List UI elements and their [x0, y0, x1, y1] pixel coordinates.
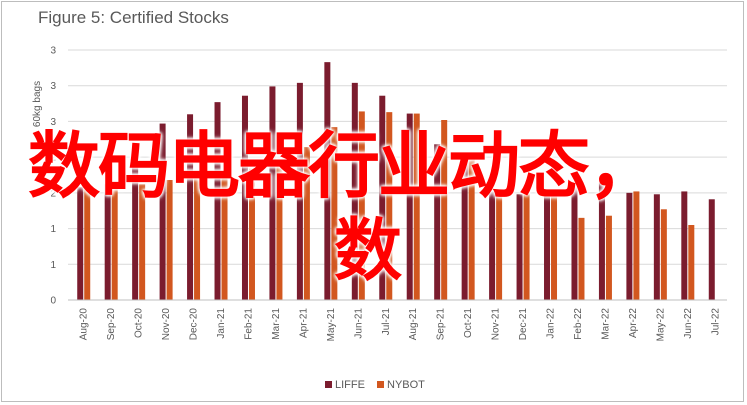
x-tick-label: Mar-22	[600, 308, 611, 340]
bar-nybot-jun-21	[358, 111, 365, 300]
x-tick-label: Jan-21	[216, 308, 227, 339]
x-tick-label: Mar-21	[271, 308, 282, 340]
x-tick-label: Apr-21	[298, 308, 309, 338]
y-tick-label: 2	[50, 188, 56, 199]
x-tick-label: May-21	[326, 308, 337, 342]
x-tick-label: Aug-21	[408, 308, 419, 341]
bar-nybot-oct-21	[468, 157, 475, 300]
x-tick-label: Oct-21	[463, 308, 474, 338]
y-tick-label: 3	[50, 46, 56, 57]
x-tick-label: Jul-22	[710, 308, 721, 336]
x-tick-label: Dec-21	[518, 308, 529, 341]
bar-liffe-apr-21	[296, 82, 303, 300]
bar-liffe-oct-21	[461, 160, 468, 300]
y-tick-label: 2	[50, 153, 56, 164]
overlay-headline-continued: 数	[334, 212, 403, 291]
x-tick-label: Nov-21	[491, 308, 502, 341]
x-tick-label: Sep-21	[436, 308, 447, 341]
legend-label-liffe: LIFFE	[335, 379, 365, 391]
bar-liffe-apr-22	[626, 192, 633, 300]
bar-nybot-feb-21	[248, 168, 255, 300]
bar-nybot-aug-21	[413, 113, 420, 300]
bar-nybot-dec-20	[194, 178, 201, 300]
y-axis-label: 60kg bags	[32, 81, 43, 127]
bar-liffe-mar-21	[269, 86, 276, 300]
bar-nybot-jan-22	[551, 192, 558, 300]
x-tick-labels: Aug-20 Sep-20 Oct-20 Nov-20 Dec-20 Jan-21 Feb-…	[79, 308, 722, 342]
bar-liffe-feb-21	[241, 95, 248, 300]
bar-nybot-mar-22	[605, 215, 612, 300]
y-tick-label: 1	[50, 224, 56, 235]
x-tick-label: Sep-20	[106, 308, 117, 341]
bar-nybot-jan-21	[221, 177, 228, 300]
bar-liffe-aug-21	[406, 113, 413, 300]
bar-nybot-oct-20	[139, 184, 146, 300]
bar-nybot-jul-21	[386, 112, 393, 301]
x-tick-label: Jan-22	[546, 308, 557, 339]
y-tick-label: 3	[50, 81, 56, 92]
bar-liffe-jan-22	[544, 194, 551, 300]
x-tick-label: Jul-21	[381, 308, 392, 336]
bar-liffe-mar-22	[598, 182, 605, 300]
bar-liffe-sep-20	[104, 184, 111, 300]
bar-nybot-may-22	[660, 209, 667, 300]
bars	[77, 62, 715, 301]
bar-liffe-oct-20	[132, 152, 139, 300]
bar-nybot-nov-21	[496, 191, 503, 300]
x-tick-label: Nov-20	[161, 308, 172, 341]
y-tick-labels: 0 1 1 2 2 3 3 3	[50, 46, 56, 307]
bar-nybot-nov-20	[166, 180, 173, 300]
y-tick-label: 0	[50, 296, 56, 307]
bar-liffe-sep-21	[434, 144, 441, 300]
x-tick-label: Jun-21	[353, 308, 364, 339]
legend-swatch-nybot	[377, 381, 384, 388]
gridlines	[68, 49, 727, 265]
x-tick-label: Dec-20	[189, 308, 200, 341]
y-tick-label: 1	[50, 260, 56, 271]
bar-nybot-sep-21	[441, 120, 448, 300]
legend-swatch-liffe	[325, 381, 332, 388]
bar-nybot-jun-22	[688, 225, 695, 300]
bar-liffe-may-22	[653, 194, 660, 300]
bar-liffe-feb-22	[571, 184, 578, 300]
bar-liffe-jun-22	[681, 191, 688, 300]
bar-liffe-aug-20	[77, 187, 84, 300]
bar-liffe-nov-20	[159, 123, 166, 300]
bar-nybot-feb-22	[578, 217, 585, 300]
bar-nybot-dec-21	[523, 194, 530, 300]
bar-nybot-aug-20	[84, 184, 91, 300]
x-tick-label: Jun-22	[683, 308, 694, 339]
bar-nybot-mar-21	[276, 161, 283, 300]
bar-nybot-apr-22	[633, 191, 640, 300]
legend: LIFFE NYBOT	[325, 379, 425, 391]
bar-liffe-dec-21	[516, 194, 523, 300]
legend-label-nybot: NYBOT	[387, 379, 425, 391]
x-tick-label: Feb-21	[243, 308, 254, 340]
y-tick-label: 3	[50, 117, 56, 128]
bar-liffe-may-21	[324, 62, 331, 301]
x-tick-label: Oct-20	[134, 308, 145, 338]
overlay-headline: 数码电器行业动态，	[28, 124, 660, 208]
bar-liffe-jan-21	[214, 102, 221, 301]
bar-liffe-jul-21	[379, 95, 386, 300]
bar-nybot-apr-21	[303, 147, 310, 300]
bar-nybot-may-21	[331, 127, 338, 301]
x-tick-label: Aug-20	[79, 308, 90, 341]
bar-liffe-dec-20	[187, 114, 194, 301]
chart-title: Figure 5: Certified Stocks	[38, 8, 229, 27]
bar-liffe-jun-21	[351, 82, 358, 300]
x-tick-label: Apr-22	[628, 308, 639, 338]
bar-liffe-jul-22	[708, 199, 715, 300]
x-tick-label: Feb-22	[573, 308, 584, 340]
x-tick-label: May-22	[655, 308, 666, 342]
bar-nybot-sep-20	[111, 187, 118, 300]
bar-liffe-nov-21	[489, 191, 496, 300]
